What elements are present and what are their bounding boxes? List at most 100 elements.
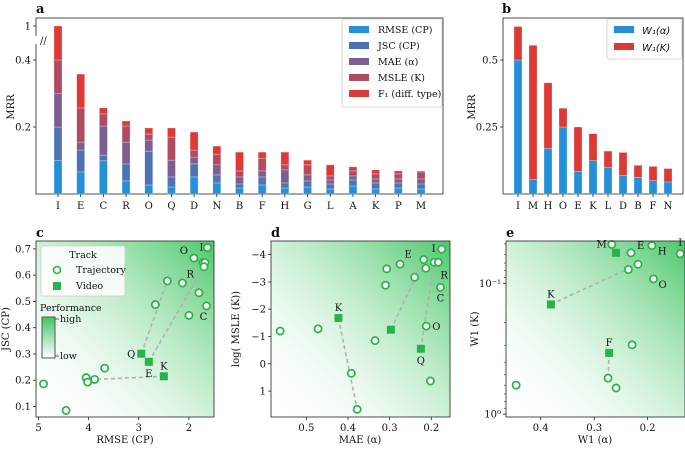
- bar-segment-P-4: [394, 170, 403, 175]
- point-label: C: [437, 293, 445, 304]
- panel-e-scatter: M E HI O K F 0.4 0.3 0.2 10⁻¹ 10⁰ W1 (α) W1 (K): [470, 238, 685, 446]
- trajectory-point: [150, 300, 160, 310]
- y-tick-label: −2: [251, 305, 266, 316]
- panel-d-scatter: I E R C O K Q 0.5 0.4 0.3 0.2 −4 −3 −2 −1 0 1 MAE (α) l…: [231, 240, 451, 446]
- bar-segment-H-1: [280, 182, 290, 189]
- x-tick-label: 0.4: [340, 423, 356, 434]
- x-tick-label: A: [348, 201, 357, 212]
- panel-e-points: M E HI O K F: [511, 238, 685, 393]
- x-tick-label: L: [327, 201, 334, 212]
- panel-d-ticks: 0.5 0.4 0.3 0.2 −4 −3 −2 −1 0 1: [251, 250, 439, 434]
- bar-segment-I-0: [53, 160, 63, 195]
- track-link-line: [550, 263, 639, 306]
- point-label: E: [404, 250, 411, 261]
- bar-segment-N-0: [212, 182, 222, 195]
- track-legend: Track Trajectory Video: [40, 245, 127, 297]
- bar-segment-I-1: [513, 26, 523, 61]
- panel-c-scatter: I O R C QEK 5 4 3 2 0.1 0.2 0.3 0.4 0.5 0.6 0.7 RMSE (…: [1, 240, 215, 446]
- trajectory-point: [189, 253, 199, 263]
- bar-segment-B-1: [633, 165, 643, 178]
- bar-segment-P-3: [394, 173, 403, 180]
- trajectory-point: [611, 383, 621, 393]
- y-tick-label: 0: [260, 359, 266, 370]
- bar-segment-C-1: [99, 154, 108, 162]
- trajectory-point: [675, 249, 685, 259]
- trajectory-point: [177, 278, 187, 288]
- video-point: [605, 348, 614, 357]
- bar-segment-F-0: [648, 180, 658, 195]
- bar-segment-O-1: [558, 107, 568, 128]
- trajectory-point: [61, 405, 71, 415]
- video-point: [144, 357, 153, 366]
- point-label: E: [145, 369, 152, 380]
- x-tick-label: F: [650, 201, 657, 212]
- bar-segment-G-1: [303, 180, 312, 188]
- trajectory-point: [633, 259, 643, 269]
- bar-segment-E-0: [573, 170, 583, 195]
- legend-entry: W₁(K): [642, 43, 670, 54]
- legend-title: Track: [69, 250, 97, 261]
- bar-segment-I-3: [53, 59, 63, 94]
- x-tick-label: B: [236, 201, 243, 212]
- point-label: I: [432, 244, 436, 255]
- trajectory-point: [419, 255, 429, 265]
- trajectory-point: [421, 321, 431, 331]
- video-point: [546, 300, 555, 309]
- bar-segment-F-1: [257, 176, 267, 186]
- panel-b-bars: [513, 26, 673, 195]
- trajectory-point: [184, 310, 194, 320]
- legend-video: Video: [75, 281, 103, 292]
- bar-segment-D-4: [189, 131, 199, 151]
- colorbar-high-label: high: [60, 314, 81, 325]
- legend-swatch: [614, 26, 634, 33]
- y-tick-label: 0.6: [15, 271, 31, 282]
- trajectory-point: [649, 274, 658, 284]
- bar-segment-O-0: [558, 126, 568, 195]
- bar-segment-R-0: [121, 180, 131, 195]
- bar-segment-G-4: [303, 159, 312, 166]
- bar-segment-H-4: [280, 151, 290, 166]
- bar-segment-D-2: [189, 156, 199, 165]
- panel-e-xlabel: W1 (α): [578, 435, 612, 446]
- x-tick-label: R: [122, 201, 130, 212]
- bar-segment-D-1: [189, 163, 199, 178]
- bar-segment-E-0: [76, 171, 85, 195]
- trajectory-point: [370, 336, 380, 346]
- point-label: M: [597, 239, 607, 250]
- bar-segment-E-1: [76, 149, 85, 173]
- legend-swatch: [349, 90, 369, 97]
- bar-segment-Q-2: [167, 159, 176, 178]
- panel-d-xlabel: MAE (α): [339, 435, 382, 446]
- x-tick-label: G: [304, 201, 312, 212]
- bar-segment-P-0: [394, 187, 403, 195]
- legend-entry: MSLE (K): [378, 73, 425, 84]
- bar-segment-K-2: [371, 178, 380, 184]
- panel-b-bar-chart: I M H O E K L D B F N 0.25 0.5 MRR W₁(α) W₁(K): [467, 17, 684, 212]
- x-tick-label: H: [544, 201, 553, 212]
- bar-segment-K-4: [371, 169, 380, 175]
- trajectory-point: [346, 368, 356, 378]
- trajectory-point: [100, 363, 110, 373]
- x-tick-label: 2: [186, 423, 192, 434]
- x-tick-label: 0.5: [298, 423, 314, 434]
- trajectory-point: [352, 404, 362, 414]
- bar-segment-D-0: [618, 174, 628, 195]
- bar-segment-B-0: [235, 187, 244, 195]
- colorbar-low-label: low: [60, 351, 77, 362]
- panel-d-ylabel: log( MSLE (K)): [231, 291, 242, 367]
- point-label: K: [160, 361, 168, 372]
- trajectory-point: [435, 282, 445, 292]
- point-label: E: [637, 241, 644, 252]
- bar-segment-O-4: [144, 127, 154, 135]
- bar-segment-F-4: [257, 151, 267, 159]
- x-tick-label: M: [416, 201, 426, 212]
- bar-segment-O-2: [144, 139, 154, 152]
- bar-segment-F-3: [257, 157, 267, 172]
- bar-segment-R-4: [121, 120, 131, 127]
- y-tick-label: 0.7: [15, 244, 31, 255]
- bar-segment-R-1: [121, 163, 131, 182]
- video-point: [137, 349, 146, 358]
- x-tick-label: C: [100, 201, 108, 212]
- bar-segment-O-3: [144, 133, 154, 141]
